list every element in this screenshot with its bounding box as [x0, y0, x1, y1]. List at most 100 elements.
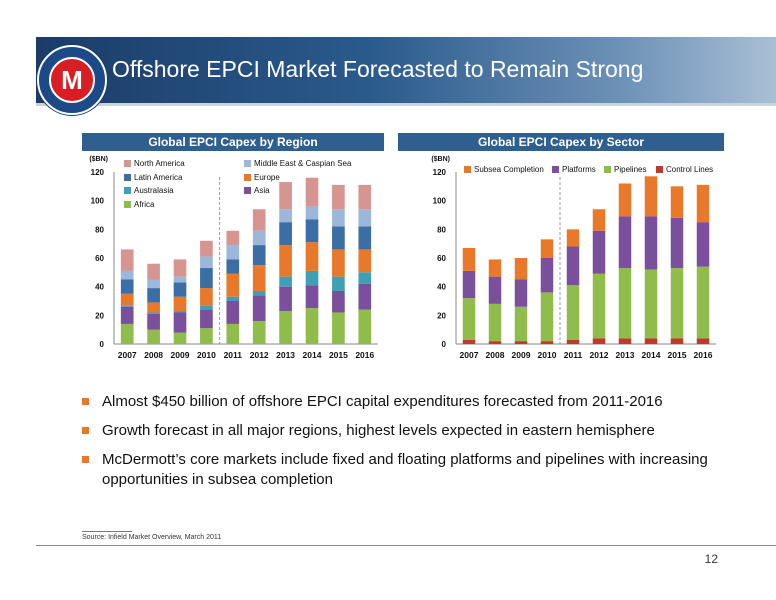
- bar-segment: [592, 230, 606, 274]
- bar-segment: [332, 226, 345, 250]
- x-tick-label: 2007: [118, 350, 137, 360]
- bar-segment: [540, 341, 554, 344]
- bar-segment: [592, 209, 606, 231]
- bar-segment: [514, 258, 528, 280]
- y-tick-label: 120: [433, 168, 447, 177]
- bar-segment: [566, 285, 580, 340]
- bar-segment: [226, 323, 240, 344]
- bar-segment: [252, 290, 266, 296]
- legend-swatch: [124, 201, 131, 208]
- bar-segment: [462, 339, 476, 344]
- title-banner: [36, 37, 776, 103]
- bar-segment: [226, 296, 240, 301]
- legend-swatch: [244, 160, 251, 167]
- bar-segment: [147, 329, 160, 344]
- bar-segment: [566, 339, 580, 344]
- bullet-list: Almost $450 billion of offshore EPCI cap…: [82, 392, 722, 499]
- bullet-item: Almost $450 billion of offshore EPCI cap…: [82, 392, 722, 412]
- bar-segment: [696, 184, 710, 223]
- bar-segment: [200, 240, 213, 257]
- legend-label: Pipelines: [614, 165, 646, 174]
- y-tick-label: 60: [95, 254, 104, 263]
- bar-segment: [226, 230, 240, 246]
- y-tick-label: 40: [95, 283, 104, 292]
- bar-segment: [147, 313, 160, 330]
- bar-segment: [147, 302, 160, 313]
- bar-segment: [279, 286, 292, 312]
- legend-label: Middle East & Caspian Sea: [254, 159, 352, 168]
- bar-segment: [592, 338, 606, 344]
- bar-segment: [305, 177, 319, 207]
- bar-segment: [514, 306, 528, 342]
- bar-segment: [252, 209, 266, 231]
- sector-chart: ($BN) 0 20 40 60 80 100 120 2007 2008 2009 2010 2011…: [431, 156, 716, 360]
- bar-segment: [358, 249, 372, 273]
- legend-swatch: [124, 174, 131, 181]
- x-tick-label: 2013: [616, 350, 635, 360]
- bar-segment: [173, 282, 187, 297]
- bullet-item: Growth forecast in all major regions, hi…: [82, 421, 722, 441]
- bar-segment: [120, 305, 134, 307]
- bar-segment: [540, 292, 554, 342]
- x-tick-label: 2013: [276, 350, 295, 360]
- bar-segment: [226, 259, 240, 274]
- sector-chart-header: Global EPCI Capex by Sector: [398, 133, 724, 151]
- bar-segment: [305, 219, 319, 243]
- region-chart: ($BN) 0 20 40 60 80 100 120 2007 2008 2009 2010 2011…: [89, 156, 378, 360]
- legend-swatch: [244, 187, 251, 194]
- bar-segment: [670, 268, 684, 339]
- bar-segment: [540, 258, 554, 293]
- bar-segment: [305, 308, 319, 344]
- slide-title: Offshore EPCI Market Forecasted to Remai…: [112, 56, 644, 82]
- bar-segment: [120, 323, 134, 344]
- logo-letter: M: [61, 65, 83, 95]
- y-tick-label: 80: [437, 225, 446, 234]
- x-tick-label: 2008: [144, 350, 163, 360]
- bar-segment: [644, 216, 658, 270]
- bar-segment: [252, 265, 266, 291]
- bar-segment: [332, 209, 345, 227]
- x-tick-label: 2007: [460, 350, 479, 360]
- bar-segment: [173, 296, 187, 312]
- legend-swatch: [244, 174, 251, 181]
- y-tick-label: 40: [437, 283, 446, 292]
- mcdermott-logo: M: [37, 45, 107, 115]
- bar-segment: [566, 246, 580, 286]
- bar-segment: [488, 303, 502, 342]
- source-note: Source: Infield Market Overview, March 2…: [82, 534, 222, 541]
- bar-segment: [540, 239, 554, 258]
- legend-label: Australasia: [134, 186, 174, 195]
- bar-segment: [332, 312, 345, 344]
- bar-segment: [358, 309, 372, 344]
- bar-segment: [592, 273, 606, 339]
- bar-segment: [200, 256, 213, 269]
- legend-label: Subsea Completion: [474, 165, 544, 174]
- x-tick-label: 2015: [668, 350, 687, 360]
- bar-segment: [358, 184, 372, 210]
- bullet-text: Almost $450 billion of offshore EPCI cap…: [102, 393, 663, 410]
- legend-swatch: [656, 166, 663, 173]
- title-banner-stripe: [36, 103, 776, 106]
- bar-segment: [566, 229, 580, 247]
- bar-segment: [462, 270, 476, 299]
- bar-segment: [173, 276, 187, 283]
- bar-segment: [644, 176, 658, 217]
- bar-segment: [120, 293, 134, 306]
- bar-segment: [696, 338, 710, 344]
- bar-segment: [252, 230, 266, 246]
- bar-segment: [332, 276, 345, 291]
- y-tick-label: 80: [95, 225, 104, 234]
- y-tick-label: 100: [433, 197, 447, 206]
- bar-segment: [696, 222, 710, 267]
- bar-segment: [279, 311, 292, 344]
- bar-segment: [147, 312, 160, 314]
- legend-swatch: [604, 166, 611, 173]
- bar-segment: [279, 245, 292, 277]
- bar-segment: [514, 341, 528, 344]
- bar-segment: [644, 269, 658, 339]
- logo-inner-circle: M: [49, 57, 95, 103]
- y-tick-label: 20: [95, 311, 104, 320]
- bullet-square-icon: [82, 427, 89, 434]
- bar-segment: [200, 268, 213, 289]
- page-number: 12: [704, 552, 718, 566]
